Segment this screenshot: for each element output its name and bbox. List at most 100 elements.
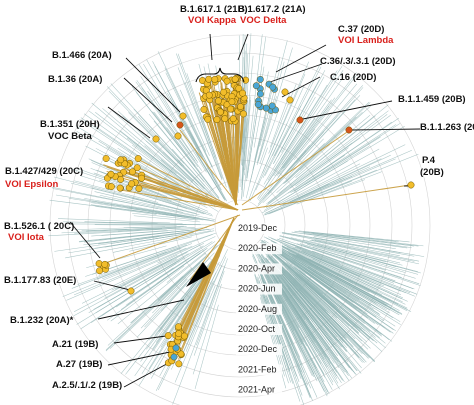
lineage-tip-marker bbox=[239, 89, 246, 97]
tree-branch bbox=[293, 83, 358, 161]
lineage-tip-marker bbox=[117, 176, 125, 183]
tree-branch bbox=[184, 81, 222, 179]
tree-branch bbox=[298, 230, 410, 243]
tree-branch bbox=[151, 139, 199, 186]
tree-branch bbox=[312, 233, 415, 247]
time-axis-labels: 2019-Dec 2020-Feb 2020-Apr 2020-Jun 2020-Aug… bbox=[236, 223, 282, 405]
lineage-tip-marker bbox=[172, 344, 180, 352]
highlighted-clade-branch bbox=[139, 184, 239, 211]
tree-branch bbox=[166, 240, 221, 283]
tree-branch bbox=[276, 274, 353, 379]
tree-branch bbox=[288, 252, 378, 305]
leader-line bbox=[275, 44, 327, 73]
tree-branch bbox=[278, 252, 368, 319]
time-tick-label: 2019-Dec bbox=[238, 223, 278, 233]
tree-branch bbox=[264, 150, 307, 197]
tree-branch bbox=[312, 246, 416, 279]
lineage-tip-marker bbox=[220, 88, 228, 96]
time-tick-label: 2021-Feb bbox=[238, 364, 277, 374]
highlighted-clade-branch bbox=[235, 116, 244, 206]
tree-branch bbox=[306, 121, 392, 181]
tree-branch bbox=[88, 110, 191, 187]
tree-branch bbox=[287, 155, 345, 194]
lineage-tip-marker bbox=[180, 332, 188, 340]
lineage-tip-marker bbox=[286, 96, 294, 104]
lineage-tip-marker bbox=[269, 83, 277, 91]
tree-branch bbox=[265, 66, 343, 187]
tree-branch bbox=[258, 280, 301, 402]
tree-branch bbox=[102, 243, 193, 280]
highlighted-clade-branch bbox=[241, 129, 351, 206]
tree-branch bbox=[179, 89, 210, 156]
highlighted-clade-branch bbox=[232, 116, 237, 206]
lineage-tip-marker bbox=[281, 88, 289, 96]
tree-branch bbox=[286, 272, 364, 350]
lineage-tip-marker bbox=[231, 75, 239, 83]
lineage-tip-marker bbox=[116, 184, 124, 192]
tree-branch bbox=[278, 104, 389, 194]
tree-branch bbox=[309, 269, 381, 316]
lineage-label-b16172: B.1.617.2 (21A) bbox=[238, 4, 306, 15]
lineage-tip-marker bbox=[107, 183, 115, 191]
tree-branch bbox=[77, 168, 206, 214]
tree-branch bbox=[279, 249, 374, 310]
tree-branch bbox=[286, 257, 385, 328]
tree-branch bbox=[259, 111, 279, 164]
lineage-tip-marker bbox=[129, 168, 136, 176]
tree-branch bbox=[140, 275, 204, 362]
tree-branch bbox=[194, 304, 219, 389]
tree-branch bbox=[278, 250, 396, 327]
tree-branch bbox=[152, 260, 205, 314]
tree-branch bbox=[259, 40, 288, 147]
tree-branch bbox=[300, 105, 372, 171]
tree-branch bbox=[55, 194, 189, 217]
tree-branch bbox=[276, 144, 330, 194]
tree-branch bbox=[285, 138, 324, 180]
tree-branch bbox=[287, 272, 356, 340]
tree-branch bbox=[73, 247, 187, 296]
lineage-label-c37: C.37 (20D) bbox=[338, 24, 384, 35]
lineage-tip-marker bbox=[128, 180, 136, 188]
tree-branch bbox=[303, 233, 412, 248]
time-tick-label: 2020-Apr bbox=[238, 263, 275, 273]
lineage-tip-marker bbox=[211, 75, 219, 83]
tree-branch bbox=[283, 281, 356, 375]
tree-branch bbox=[304, 259, 400, 311]
leader-line bbox=[93, 280, 131, 291]
date-label-background bbox=[236, 364, 282, 376]
tree-branch bbox=[266, 272, 300, 328]
tree-branch bbox=[54, 236, 160, 252]
tree-branch bbox=[98, 140, 207, 206]
tree-branch bbox=[276, 72, 357, 176]
tree-branch bbox=[261, 279, 311, 398]
tree-branch bbox=[192, 283, 222, 375]
tree-branch bbox=[65, 230, 212, 259]
tree-branch bbox=[171, 148, 217, 199]
time-tick-label: 2020-Jun bbox=[238, 284, 276, 294]
tree-branch bbox=[299, 254, 399, 305]
tree-branch bbox=[249, 73, 306, 202]
lineage-label-c16: C.16 (20D) bbox=[330, 72, 376, 83]
lineage-tip-marker bbox=[256, 75, 264, 83]
tree-branch bbox=[95, 112, 185, 181]
tree-branch bbox=[157, 51, 207, 152]
lineage-tip-marker bbox=[133, 164, 141, 172]
tree-branch bbox=[270, 259, 344, 342]
tree-branch bbox=[299, 243, 386, 271]
tree-branch bbox=[261, 258, 325, 360]
tree-branch bbox=[180, 292, 211, 360]
lineage-tip-marker bbox=[254, 101, 262, 108]
brace-marker bbox=[195, 67, 245, 83]
lineage-label-b1427: B.1.427/429 (20C) bbox=[5, 166, 83, 177]
tree-branch bbox=[289, 283, 348, 351]
lineage-label-b136: B.1.36 (20A) bbox=[48, 74, 102, 85]
tree-branch bbox=[280, 267, 369, 359]
tree-branch bbox=[104, 258, 178, 299]
tree-branch bbox=[125, 252, 201, 306]
highlighted-clade-branch bbox=[189, 214, 239, 281]
tree-branch bbox=[308, 258, 382, 295]
lineage-tip-marker bbox=[204, 115, 212, 123]
tree-branch bbox=[283, 101, 370, 184]
lineage-label-delta: VOC Delta bbox=[240, 15, 287, 26]
tree-branch bbox=[289, 271, 371, 349]
